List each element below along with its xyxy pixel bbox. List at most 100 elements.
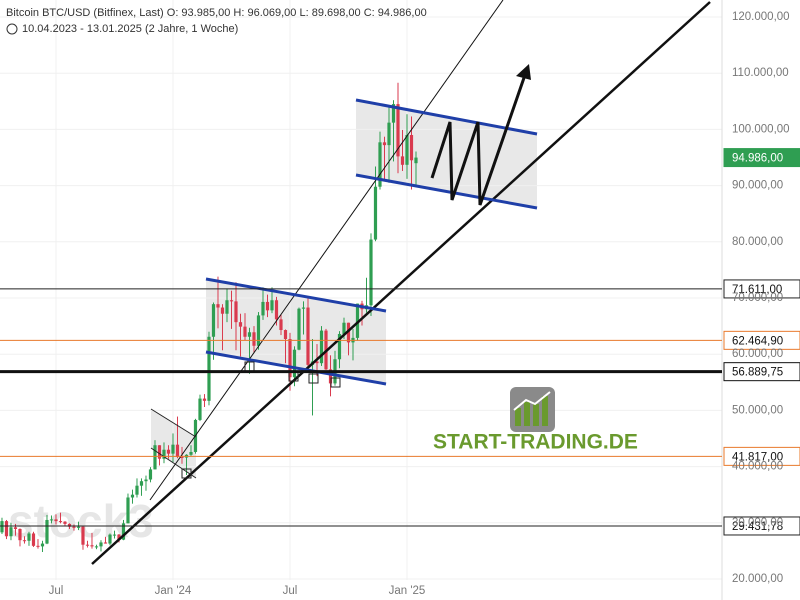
candle-body [45,519,49,544]
chart-title: Bitcoin BTC/USD (Bitfinex, Last) O: 93.9… [6,7,427,19]
candle-body [139,481,144,486]
y-tick-label: 70.000,00 [732,292,783,304]
candle-body [306,307,310,365]
candle-body [180,457,184,459]
candle-body [328,369,333,384]
candle-body [274,300,279,320]
candle-body [342,322,346,334]
arrow-head [516,64,531,80]
level-label: 56.889,75 [732,367,783,379]
y-tick-label: 20.000,00 [732,573,783,585]
candle-body [297,308,301,350]
candle-body [4,521,9,537]
channel-line [150,447,197,479]
marker [181,468,192,479]
candle-body [135,485,139,495]
candle-body [121,523,126,540]
y-tick-label: 30.000,00 [732,517,783,529]
x-tick-label: Jul [49,585,64,597]
candle-body [153,445,157,470]
candle-body [144,479,148,482]
candle-body [301,307,306,309]
candle-body [175,444,180,458]
candle-body [382,142,387,146]
trendline [91,1,711,565]
level-tag [723,446,800,466]
channel-line [150,408,197,438]
candle-body [234,301,238,323]
level-label: 62.464,90 [732,335,783,347]
level-label: 41.817,00 [732,451,783,463]
candle-body [72,526,76,528]
candle-body [81,526,85,545]
candle-body [162,449,166,459]
channel-line [205,277,387,313]
candle-body [373,186,378,240]
candle-body [99,542,103,547]
level-tag [723,516,800,536]
candle-body [243,326,247,337]
y-tick-label: 100.000,00 [732,123,790,135]
clock-icon [6,23,18,35]
candle-body [355,303,360,338]
levels: 94.986,00 71.611,00 62.464,90 56.889,75 41.8… [0,148,800,536]
candle-body [27,533,31,541]
candle-body [40,543,45,547]
y-tick-label: 90.000,00 [732,180,783,192]
candle-body [148,469,153,480]
candle-body [36,545,40,547]
candle-body [130,494,135,498]
candle-body [238,322,243,327]
candle-body [283,330,288,340]
candle-body [346,322,351,343]
candle-body [67,523,72,527]
candle-body [279,319,283,331]
candle-body [337,333,342,360]
candle-body [216,304,220,308]
level-tag [723,330,800,350]
candle-body [18,528,22,541]
candle-body [189,451,193,455]
candle-body [22,540,27,542]
candle-body [247,332,252,337]
candle-body [112,534,117,536]
candle-body [202,398,207,401]
x-tick-label: Jan '24 [155,585,192,597]
candle-body [207,336,211,401]
candle-body [391,104,396,123]
candle-body [292,349,297,378]
candle-body [117,534,121,540]
grid [0,0,722,580]
trendline [149,0,504,501]
x-tick-label: Jul [283,585,298,597]
candle-body [90,545,94,547]
level-label: 71.611,00 [732,284,782,296]
level-tag [723,362,800,382]
candle-body [400,156,405,165]
candle-body [319,330,324,364]
candle-body [405,135,409,165]
y-tick-label: 120.000,00 [732,11,790,23]
candle-body [369,239,373,306]
level-tag [723,279,800,299]
watermark: START-TRADING.DE [433,431,638,454]
candle-body [211,304,216,337]
candle-body [94,546,99,548]
logo [510,387,555,432]
candle-body [198,398,202,420]
channel-line [205,350,387,386]
candle-body [270,300,274,311]
candle-body [9,527,13,537]
candle-body [166,449,171,454]
drawings [91,0,711,565]
candle-body [126,497,130,524]
candle-body [54,519,58,522]
candle-body [0,521,4,533]
candle-body [229,300,234,302]
level-label: 29.431,78 [732,521,783,533]
candle-body [256,315,261,346]
y-tick-label: 50.000,00 [732,404,783,416]
y-tick-label: 40.000,00 [732,461,783,473]
